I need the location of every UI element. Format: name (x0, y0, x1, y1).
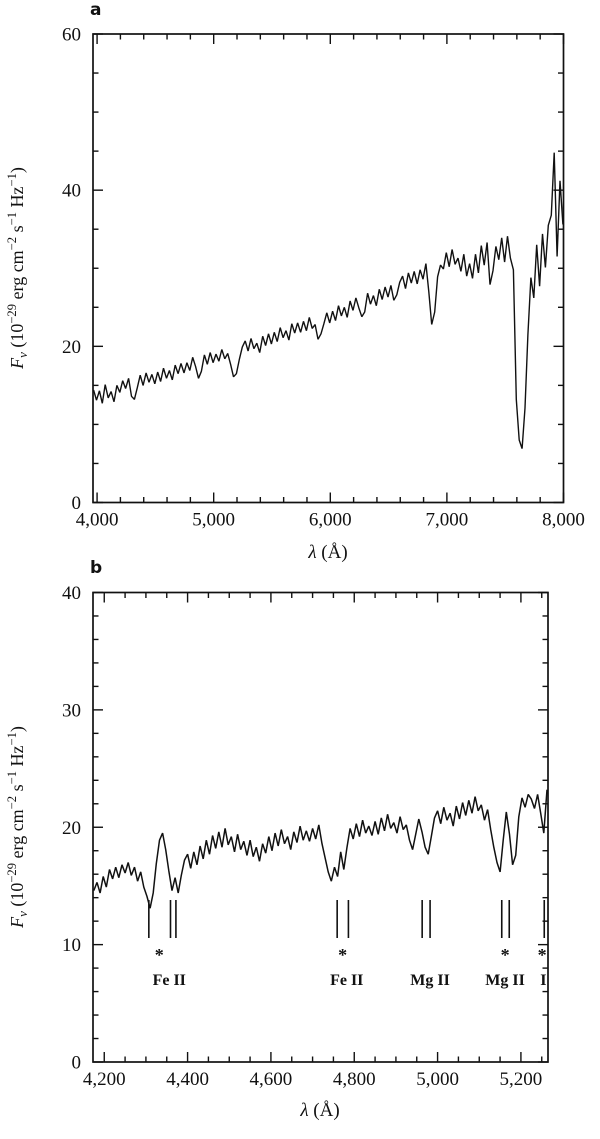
panel-a-y-axis-label: Fν (10−29 erg cm−2 s−1 Hz−1) (5, 167, 31, 369)
panel-b-frame (92, 591, 549, 1063)
line-marker-asterisk: * (338, 945, 347, 965)
y-tick-label: 40 (62, 583, 81, 604)
y-tick-label: 10 (62, 935, 81, 956)
panel-a-spectrum-line (92, 152, 564, 449)
line-marker-label: Mg II (485, 972, 525, 989)
panel-b-spectrum-line (93, 789, 548, 909)
panel-a-ticks (93, 33, 565, 504)
line-marker-asterisk: * (538, 945, 547, 965)
panel-a: 4,000 5,000 6,000 7,000 8,000 0 20 40 60 (62, 25, 585, 531)
y-tick-label: 0 (72, 1053, 82, 1074)
panel-b-y-axis-label: Fν (10−29 erg cm−2 s−1 Hz−1) (5, 726, 31, 928)
x-tick-label: 4,800 (333, 1069, 376, 1090)
x-tick-label: 5,000 (192, 510, 235, 531)
panel-b: 4,200 4,400 4,600 4,800 5,000 5,200 0 10 20 30 40 *… (62, 583, 549, 1090)
x-tick-label: 8,000 (542, 510, 585, 531)
y-tick-label: 20 (62, 818, 81, 839)
x-tick-label: 4,000 (76, 510, 119, 531)
panel-a-letter: a (90, 0, 102, 20)
line-marker-label: Mg II (410, 972, 450, 989)
line-marker-group: Mg II (410, 900, 450, 989)
panel-b-letter: b (90, 558, 103, 578)
y-tick-label: 30 (62, 700, 81, 721)
x-tick-label: 5,200 (500, 1069, 543, 1090)
x-tick-label: 4,600 (250, 1069, 293, 1090)
x-tick-label: 7,000 (426, 510, 469, 531)
x-tick-label: 4,200 (83, 1069, 126, 1090)
line-marker-group: * Fe II (330, 900, 363, 989)
line-marker-label: Fe II (153, 972, 186, 989)
panel-a-x-axis-label: λ (Å) (308, 542, 348, 563)
line-marker-group: *I (538, 900, 547, 989)
line-marker-asterisk: * (501, 945, 510, 965)
x-tick-label: 4,400 (166, 1069, 209, 1090)
line-marker-label: Fe II (330, 972, 363, 989)
panel-b-ticks (93, 591, 548, 1063)
x-tick-label: 6,000 (309, 510, 352, 531)
y-tick-label: 0 (72, 493, 82, 514)
line-markers: *Fe II*Fe II Mg II*Mg II*I (148, 900, 547, 989)
line-marker-group: * Fe II (148, 900, 186, 989)
y-tick-label: 40 (62, 181, 81, 202)
y-tick-label: 60 (62, 25, 81, 46)
y-tick-label: 20 (62, 337, 81, 358)
line-marker-label: I (540, 972, 546, 989)
line-marker-group: * Mg II (485, 900, 525, 989)
x-tick-label: 5,000 (416, 1069, 459, 1090)
panel-b-x-axis-label: λ (Å) (300, 1100, 340, 1121)
line-marker-asterisk: * (155, 945, 164, 965)
